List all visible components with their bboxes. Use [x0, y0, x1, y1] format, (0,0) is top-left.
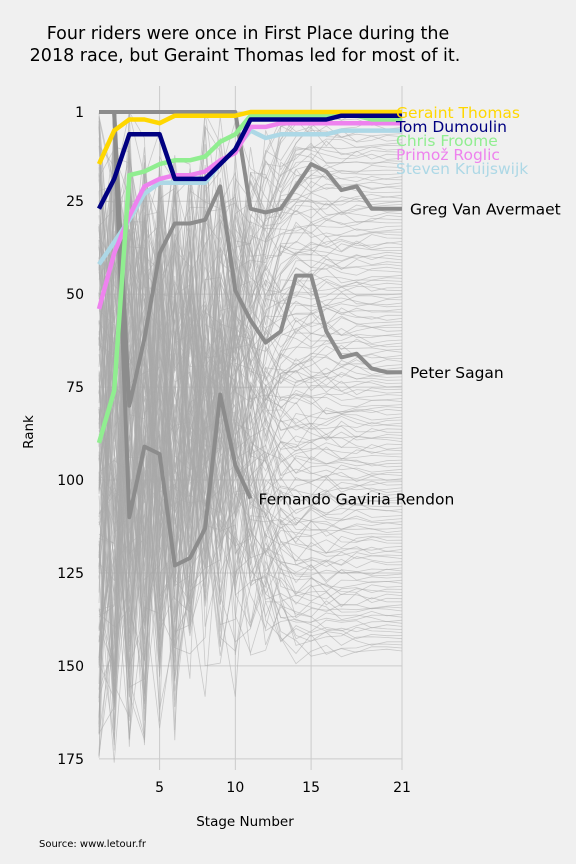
background-rider-line — [98, 226, 403, 582]
background-rider-line — [98, 155, 403, 646]
background-rider-line — [98, 251, 403, 758]
rider-label: Chris Froome — [396, 132, 498, 150]
background-rider-line — [98, 371, 403, 755]
x-tick-label: 21 — [393, 780, 411, 796]
y-tick-label: 125 — [57, 566, 84, 582]
background-rider-line — [98, 173, 403, 711]
background-rider-line — [98, 444, 403, 746]
rider-line — [99, 110, 402, 408]
x-axis-label: Stage Number — [196, 814, 294, 830]
rider-label: Fernando Gaviria Rendon — [259, 491, 455, 509]
rider-line — [99, 110, 402, 215]
background-rider-line — [98, 170, 403, 639]
background-rider-line — [98, 130, 403, 664]
y-tick-label: 50 — [66, 287, 84, 303]
x-tick-label: 15 — [302, 780, 320, 796]
background-rider-line — [98, 229, 403, 708]
background-rider-line — [98, 244, 403, 731]
y-tick-label: 75 — [66, 380, 84, 396]
rider-label: Steven Kruijswijk — [396, 160, 528, 178]
background-rider-line — [98, 137, 403, 517]
y-axis-label: Rank — [21, 415, 37, 449]
background-rider-line — [98, 204, 403, 657]
rider-label: Tom Dumoulin — [395, 118, 507, 136]
chart-title-line1: Four riders were once in First Place dur… — [47, 24, 450, 44]
rider-line — [96, 120, 402, 310]
rider-label: Greg Van Avermaet — [410, 201, 561, 219]
y-tick-label: 175 — [57, 752, 84, 768]
x-tick-label: 10 — [226, 780, 244, 796]
background-rider-line — [98, 229, 403, 702]
background-rider-line — [98, 299, 403, 743]
rider-label: Primož Roglic — [396, 146, 500, 164]
rider-line — [99, 110, 253, 568]
rider-label: Peter Sagan — [410, 364, 504, 382]
background-rider-line — [98, 125, 403, 679]
background-rider-line — [98, 317, 402, 741]
y-tick-label: 150 — [57, 659, 84, 675]
background-rider-line — [98, 283, 403, 646]
y-tick-label: 25 — [66, 194, 84, 210]
background-rider-line — [98, 169, 402, 602]
background-rider-line — [98, 217, 403, 605]
y-tick-label: 1 — [75, 105, 84, 121]
rider-label: Geraint Thomas — [396, 104, 520, 122]
y-tick-label: 100 — [57, 473, 84, 489]
background-rider-line — [98, 298, 403, 618]
chart-title-line2: 2018 race, but Geraint Thomas led for mo… — [30, 46, 461, 66]
background-rider-line — [98, 233, 403, 510]
source-note: Source: www.letour.fr — [39, 839, 147, 850]
background-rider-line — [98, 173, 403, 678]
background-rider-line — [98, 292, 403, 601]
background-rider-line — [98, 186, 403, 746]
rider-labels: Greg Van Avermaet Peter Sagan Fernando Gav… — [259, 104, 561, 509]
background-rider-lines — [98, 110, 403, 763]
rider-line — [96, 113, 402, 210]
background-rider-line — [98, 221, 403, 544]
notable-rider-lines — [99, 110, 402, 568]
background-rider-line — [98, 246, 403, 546]
background-rider-line — [98, 158, 403, 560]
x-tick-label: 5 — [155, 780, 164, 796]
highlighted-rider-lines — [96, 109, 402, 444]
background-rider-line — [98, 408, 403, 710]
rider-line — [96, 109, 402, 166]
